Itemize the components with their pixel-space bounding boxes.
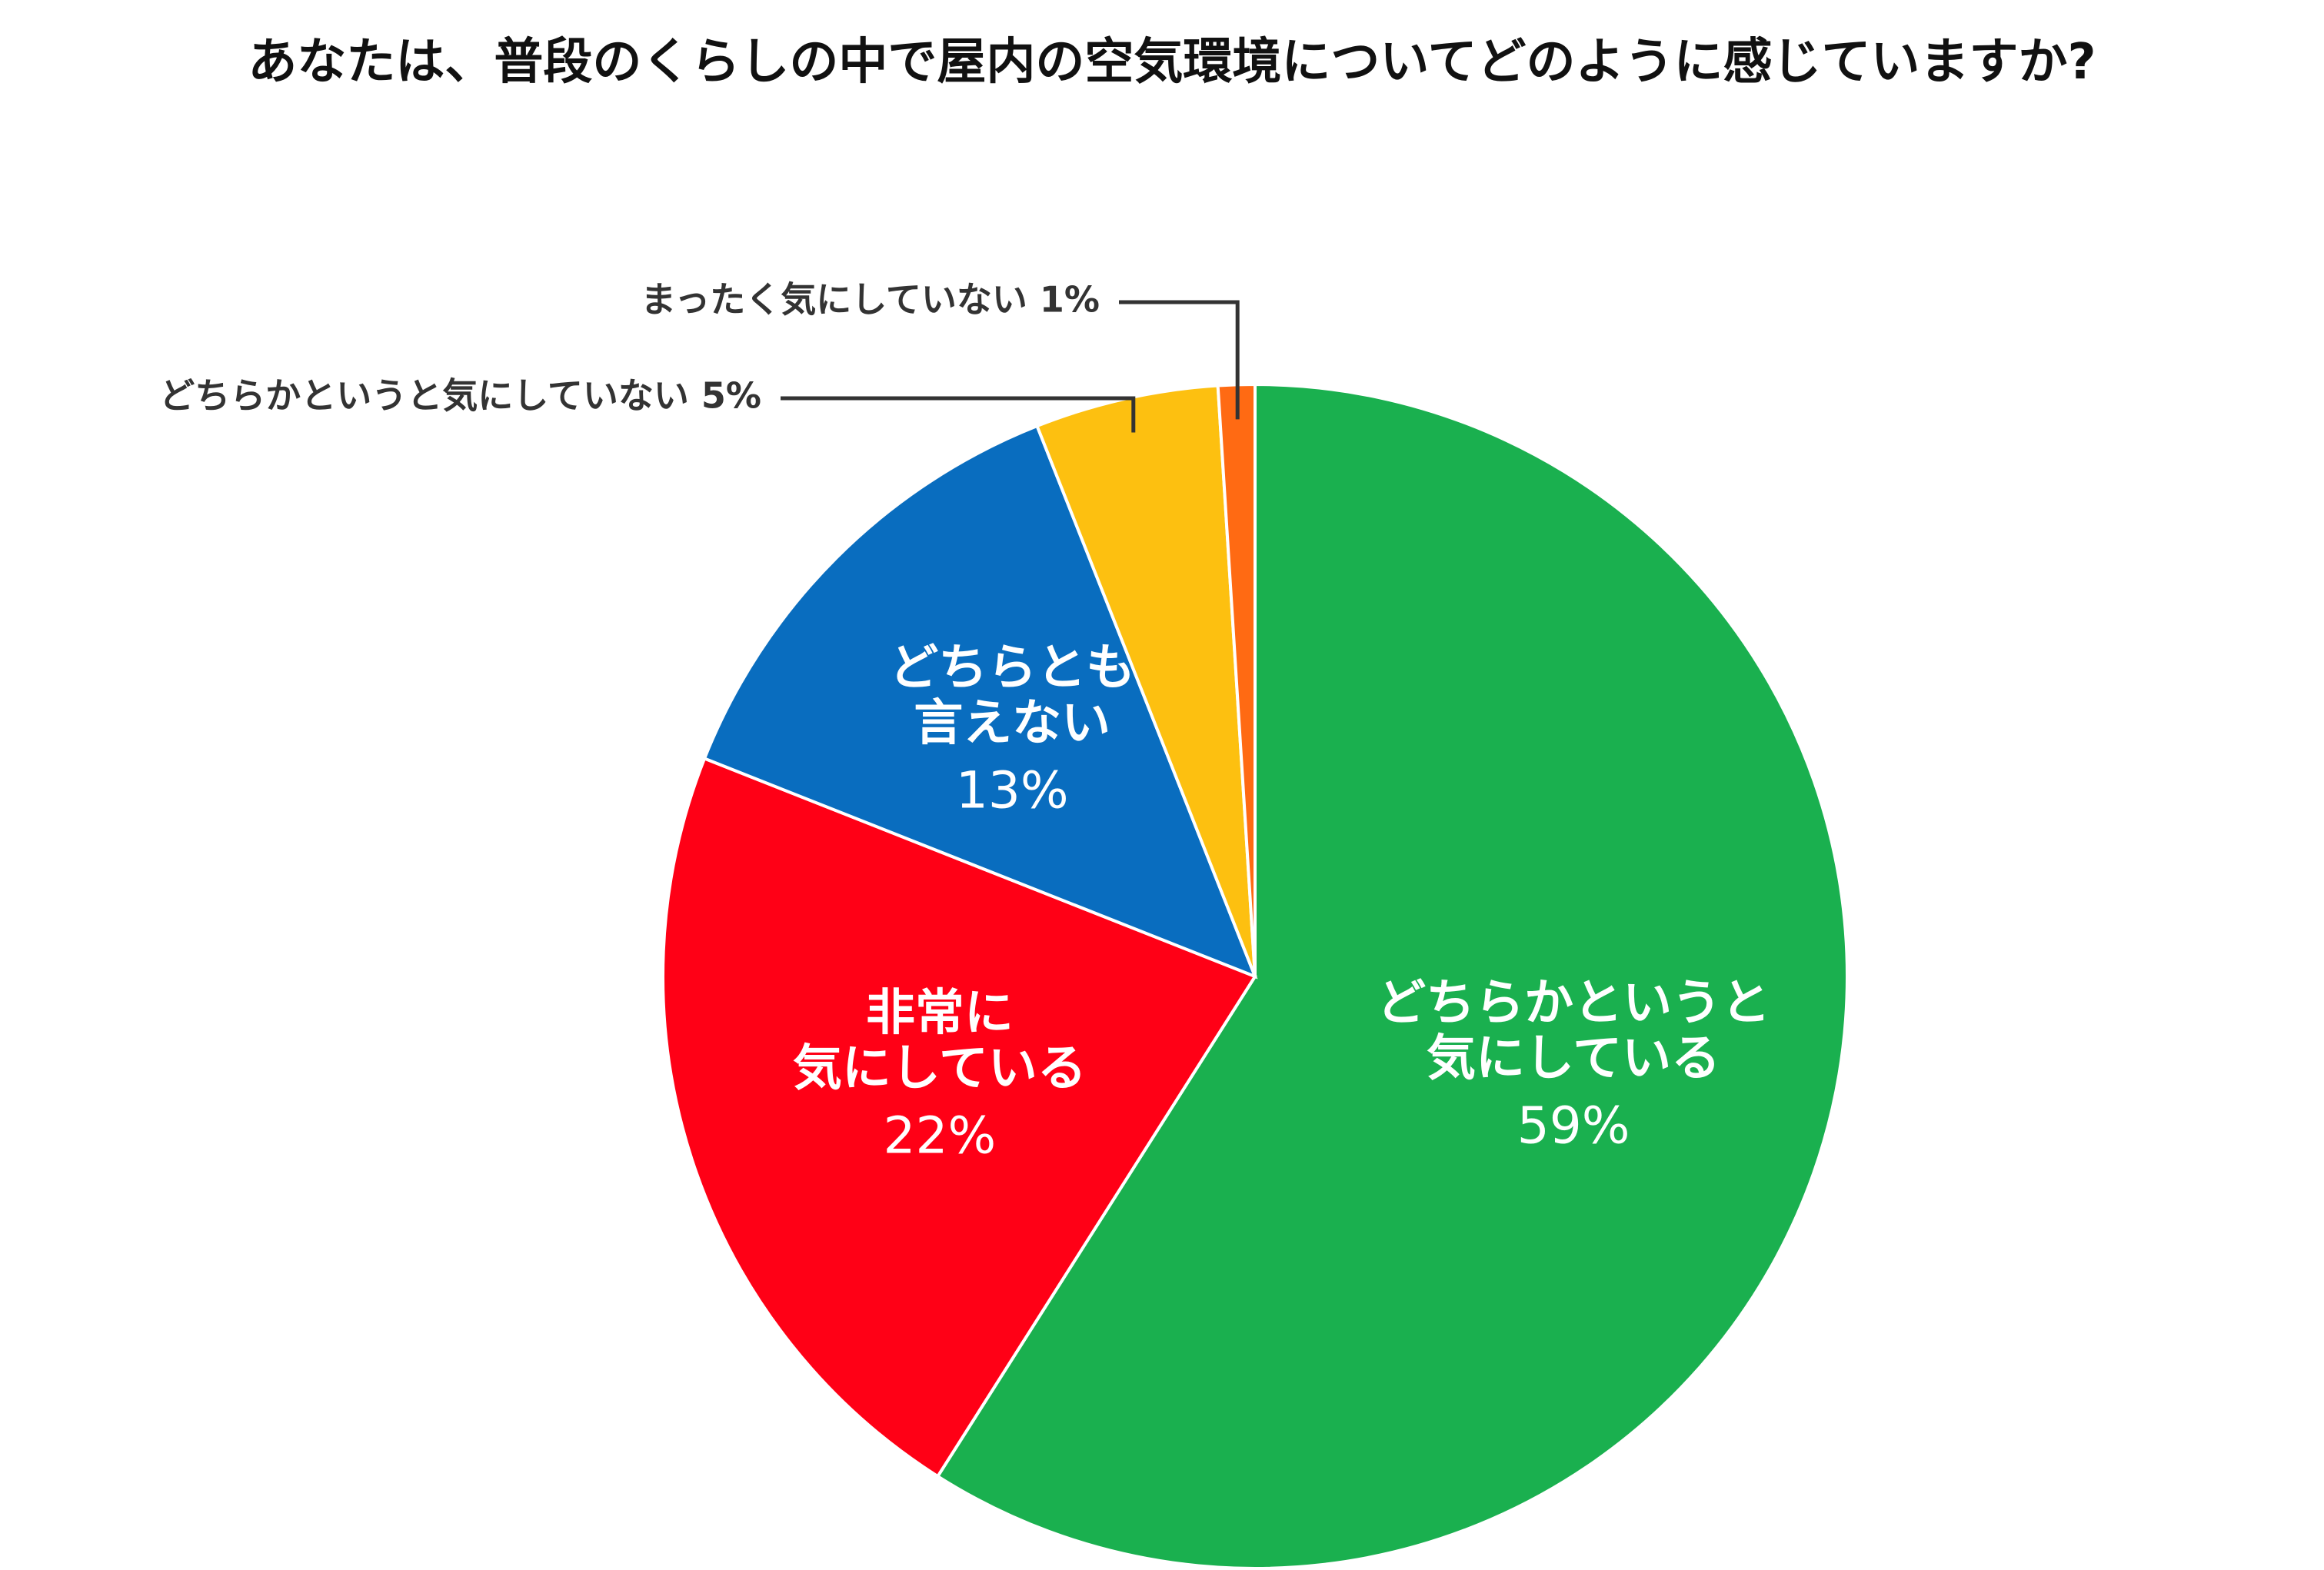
slice-label-1-line-1: どちらかというと: [1377, 975, 1770, 1032]
pie-slice-3: [702, 424, 1258, 980]
callout-label-5: まったく気にしていない 1%: [641, 279, 1100, 321]
chart-title: あなたは、普段のくらしの中で屋内の空気環境についてどのように感じていますか?: [248, 34, 2096, 91]
callout-leader-line-4: [781, 396, 1136, 433]
callout-leader-line-5: [1119, 300, 1240, 420]
pie-slices: [661, 382, 1849, 1570]
slice-label-3-line-2: 言えない: [914, 695, 1110, 752]
callout-labels: どちらかというと気にしていない 5% まったく気にしていない 1%: [159, 279, 1240, 433]
slice-value-label-3: 13%: [956, 760, 1069, 820]
pie-slice-2: [661, 756, 1257, 1479]
slice-label-2-line-1: 非常に: [866, 985, 1014, 1042]
slice-value-label-2: 22%: [884, 1106, 997, 1165]
slice-label-3-line-1: どちらとも: [889, 640, 1135, 697]
slice-labels: どちらかというと気にしている59%非常に気にしている22%どちらとも言えない13…: [793, 640, 1770, 1165]
slice-label-2-line-2: 気にしている: [793, 1040, 1087, 1097]
slice-value-label-1: 59%: [1517, 1096, 1630, 1155]
pie-slice-1: [935, 382, 1849, 1570]
callout-label-4: どちらかというと気にしていない 5%: [159, 375, 761, 417]
slice-label-1-line-2: 気にしている: [1427, 1030, 1720, 1087]
